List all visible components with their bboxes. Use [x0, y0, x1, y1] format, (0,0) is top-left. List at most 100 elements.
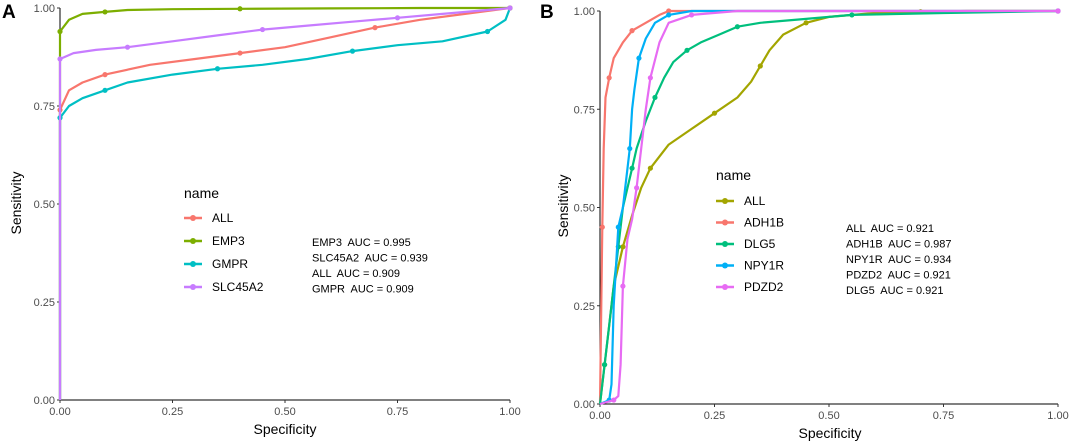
data-point-emp3	[57, 28, 63, 35]
auc-annotation: ADH1B AUC = 0.987	[846, 239, 951, 251]
panel-b-y-axis-title: Sensitivity	[555, 174, 571, 237]
auc-annotation: EMP3 AUC = 0.995	[312, 237, 411, 249]
x-tick-label: 0.50	[274, 406, 295, 418]
x-tick-label: 0.25	[162, 406, 183, 418]
auc-annotation: NPY1R AUC = 0.934	[846, 254, 951, 266]
auc-annotation: ALL AUC = 0.909	[312, 268, 400, 280]
legend-key-point	[722, 219, 728, 226]
y-tick-label: 0.50	[574, 203, 595, 215]
data-point-emp3	[102, 9, 108, 15]
data-point-pdzd2	[689, 12, 695, 18]
data-point-pdzd2	[647, 75, 653, 81]
legend-key-point	[190, 284, 196, 290]
panel-a-x-axis-title: Specificity	[253, 421, 316, 437]
auc-annotation: PDZD2 AUC = 0.921	[846, 270, 951, 282]
data-point-dlg5	[629, 165, 635, 171]
legend-key-point	[722, 262, 728, 269]
data-point-all	[237, 50, 243, 56]
data-point-pdzd2	[620, 283, 626, 289]
legend-key-point	[190, 238, 196, 244]
legend-key-point	[190, 215, 196, 221]
series-line-pdzd2	[599, 9, 1058, 406]
data-point-dlg5	[652, 94, 658, 101]
legend-label-gmpr: GMPR	[212, 257, 248, 271]
y-tick-label: 0.50	[34, 199, 55, 211]
data-point-all	[711, 110, 718, 116]
data-point-slc45a2	[57, 56, 63, 62]
data-point-gmpr	[102, 87, 108, 93]
y-tick-label: 0.25	[34, 297, 55, 309]
series-line-slc45a2	[58, 6, 511, 400]
data-point-all	[803, 20, 809, 26]
data-point-all	[620, 244, 626, 250]
data-point-adh1b	[599, 224, 605, 230]
panel-a-legend-title: name	[184, 185, 219, 201]
x-tick-label: 0.00	[589, 410, 610, 422]
data-point-dlg5	[849, 12, 855, 18]
legend-label-dlg5: DLG5	[744, 237, 776, 251]
data-point-gmpr	[484, 28, 491, 35]
data-point-all	[102, 72, 108, 78]
y-tick-label: 0.25	[574, 301, 595, 313]
legend-label-npy1r: NPY1R	[744, 259, 784, 273]
panel-a-auc-annotations: EMP3 AUC = 0.995 SLC45A2 AUC = 0.939 ALL A…	[312, 237, 428, 296]
series-line-gmpr	[58, 7, 512, 400]
legend-label-emp3: EMP3	[212, 234, 245, 248]
y-tick-label: 1.00	[34, 3, 55, 15]
legend-key-point	[722, 241, 728, 247]
data-point-gmpr	[214, 66, 221, 72]
data-point-dlg5	[734, 24, 741, 30]
data-point-dlg5	[601, 362, 608, 368]
data-point-dlg5	[684, 47, 690, 53]
panel-b-legend: ALL ADH1B DLG5 NPY1R PDZD2	[716, 194, 784, 294]
data-point-all	[647, 165, 653, 171]
y-tick-label: 1.00	[574, 6, 595, 18]
auc-annotation: GMPR AUC = 0.909	[312, 284, 414, 296]
data-point-adh1b	[666, 8, 672, 14]
panel-b-auc-annotations: ALL AUC = 0.921 ADH1B AUC = 0.987 NPY1R AU…	[846, 223, 951, 297]
legend-key-point	[722, 198, 728, 204]
series-line-npy1r	[599, 9, 1058, 406]
data-point-pdzd2	[634, 185, 640, 191]
x-tick-label: 1.00	[1047, 410, 1068, 422]
legend-label-slc45a2: SLC45A2	[212, 280, 264, 294]
data-point-emp3	[237, 6, 243, 12]
data-point-pdzd2	[1055, 8, 1061, 14]
auc-annotation: SLC45A2 AUC = 0.939	[312, 253, 428, 265]
legend-label-all: ALL	[744, 194, 766, 208]
panel-b: B 0.00 0.25 0.50 0.75 1.00 0.00 0.25 0.50 0.75 1.…	[540, 2, 1069, 441]
panel-a-legend: ALL EMP3 GMPR SLC45A2	[184, 211, 264, 294]
series-line-emp3	[58, 6, 510, 400]
legend-label-pdzd2: PDZD2	[744, 280, 784, 294]
data-point-npy1r	[636, 55, 642, 61]
panel-b-plot: 0.00 0.25 0.50 0.75 1.00 0.00 0.25 0.50 0.75 1.00	[574, 6, 1069, 422]
y-tick-label: 0.75	[34, 101, 55, 113]
data-point-npy1r	[627, 145, 633, 152]
panel-a: A 0.00 0.25 0.50 0.75 1.00 0.00 0.25 0.50 0.75 1.…	[2, 2, 521, 437]
legend-label-adh1b: ADH1B	[744, 216, 784, 230]
data-point-adh1b	[629, 28, 635, 34]
x-tick-label: 0.75	[387, 406, 408, 418]
y-tick-label: 0.75	[574, 104, 595, 116]
data-point-slc45a2	[259, 26, 266, 33]
x-tick-label: 0.75	[933, 410, 954, 422]
data-point-slc45a2	[507, 5, 513, 11]
auc-annotation: ALL AUC = 0.921	[846, 223, 934, 235]
data-point-npy1r	[615, 224, 621, 230]
panel-b-x-axis-title: Specificity	[798, 425, 861, 441]
x-tick-label: 0.00	[49, 406, 70, 418]
data-point-gmpr	[349, 48, 356, 54]
panel-a-plot: 0.00 0.25 0.50 0.75 1.00 0.00 0.25 0.50 0.75 1.00	[34, 3, 521, 418]
data-point-all	[372, 25, 378, 31]
data-point-slc45a2	[394, 15, 401, 21]
panel-b-letter: B	[540, 2, 554, 23]
data-point-adh1b	[606, 75, 612, 81]
y-tick-label: 0.00	[34, 395, 55, 407]
data-point-pdzd2	[611, 397, 617, 403]
auc-annotation: DLG5 AUC = 0.921	[846, 285, 944, 297]
data-point-all	[757, 63, 763, 69]
data-point-npy1r	[666, 12, 672, 18]
y-tick-label: 0.00	[574, 399, 595, 411]
legend-key-point	[722, 284, 728, 290]
